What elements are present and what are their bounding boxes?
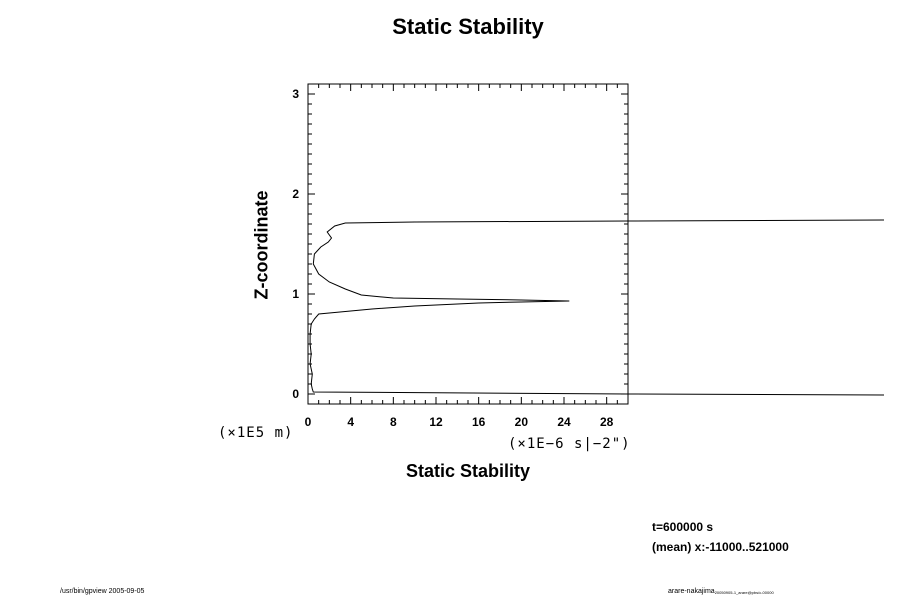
y-axis-units: (×1E5 m) [218, 425, 294, 441]
footer-author-name: arare-nakajima [668, 588, 715, 595]
y-tick-label: 2 [292, 187, 299, 201]
x-axis-label: Static Stability [405, 461, 531, 481]
series-line [309, 219, 885, 396]
x-tick-label: 16 [472, 415, 486, 429]
footer-command: /usr/bin/gpview 2005-09-05 [60, 588, 145, 595]
x-tick-label: 20 [515, 415, 529, 429]
mean-range-info: (mean) x:-11000..521000 [652, 540, 789, 554]
chart-title: Static Stability [392, 14, 544, 39]
axis-ticks [307, 83, 629, 404]
y-tick-label: 1 [292, 287, 299, 301]
plot-frame [307, 83, 629, 405]
x-tick-label: 24 [557, 415, 571, 429]
x-tick-label: 12 [429, 415, 443, 429]
x-tick-label: 0 [305, 415, 312, 429]
y-tick-label: 0 [292, 387, 299, 401]
x-tick-label: 4 [347, 415, 354, 429]
x-tick-label: 8 [390, 415, 397, 429]
x-axis-units: (×1E−6 s|−2") [508, 436, 631, 452]
footer-author-sub: 20050905-1_arare@pbs/c-00000 [714, 590, 774, 595]
time-info: t=600000 s [652, 520, 714, 534]
x-tick-label: 28 [600, 415, 614, 429]
y-axis-label: Z-coordinate [251, 190, 272, 300]
footer-author: arare-nakajima20050905-1_arare@pbs/c-000… [668, 588, 774, 595]
y-tick-label: 3 [292, 87, 299, 101]
